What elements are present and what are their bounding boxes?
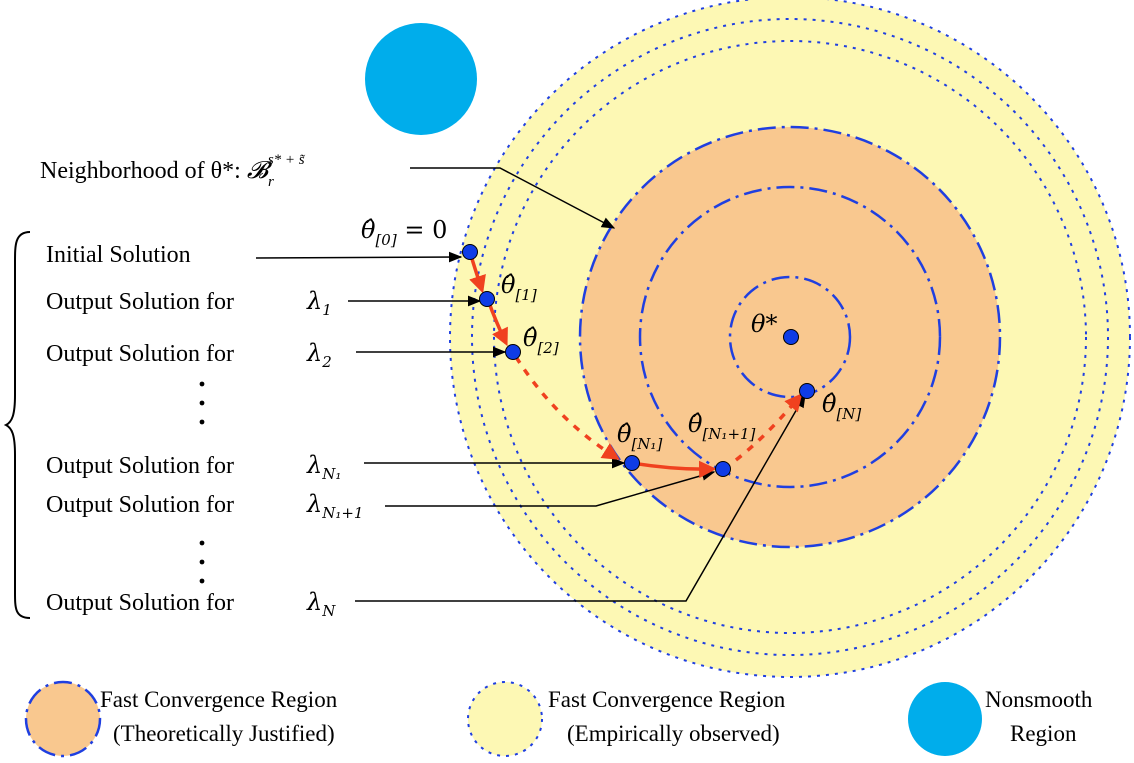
legend-nonsmooth-line1: Nonsmooth	[985, 687, 1093, 712]
left-brace	[6, 232, 30, 618]
lambda-N: λN	[306, 588, 336, 620]
legend-empirical-line2: (Empirically observed)	[567, 721, 780, 746]
row-label-1: Output Solution for	[46, 289, 234, 315]
point-theta-N	[800, 384, 815, 399]
legend-theoretical-line1: Fast Convergence Region	[100, 687, 338, 712]
legend-empirical-line1: Fast Convergence Region	[548, 687, 786, 712]
point-theta-N1	[625, 456, 640, 471]
row-label-N1: Output Solution for	[46, 453, 234, 479]
lambda-N1p1: λN₁+1	[306, 490, 363, 522]
label-theta-star: θ*	[751, 310, 777, 338]
vertical-ellipsis-upper	[200, 382, 205, 425]
lambda-2: λ2	[306, 339, 332, 371]
legend-empirical: Fast Convergence Region (Empirically obs…	[468, 682, 786, 756]
row-label-initial: Initial Solution	[46, 242, 191, 268]
nonsmooth-region	[365, 23, 477, 135]
point-theta-N1p1	[716, 462, 731, 477]
vertical-ellipsis-lower	[200, 541, 205, 584]
label-theta-0: θ̂[0] = 0	[361, 216, 447, 249]
legend-theoretical-line2: (Theoretically Justified)	[113, 721, 335, 746]
neighborhood-label: Neighborhood of θ*: 𝓑rs* + s̃	[40, 152, 305, 190]
row-label-N1p1: Output Solution for	[46, 492, 234, 518]
point-theta-0	[463, 245, 478, 260]
row-label-2: Output Solution for	[46, 341, 234, 367]
row-label-N: Output Solution for	[46, 590, 234, 616]
legend-nonsmooth-line2: Region	[1010, 721, 1077, 746]
point-theta-1	[480, 292, 495, 307]
legend-nonsmooth: Nonsmooth Region	[908, 682, 1093, 756]
point-theta-star	[784, 330, 799, 345]
point-theta-2	[506, 345, 521, 360]
lambda-N1: λN₁	[306, 451, 341, 483]
legend-theoretical: Fast Convergence Region (Theoretically J…	[26, 682, 338, 756]
lambda-1: λ1	[306, 287, 332, 319]
